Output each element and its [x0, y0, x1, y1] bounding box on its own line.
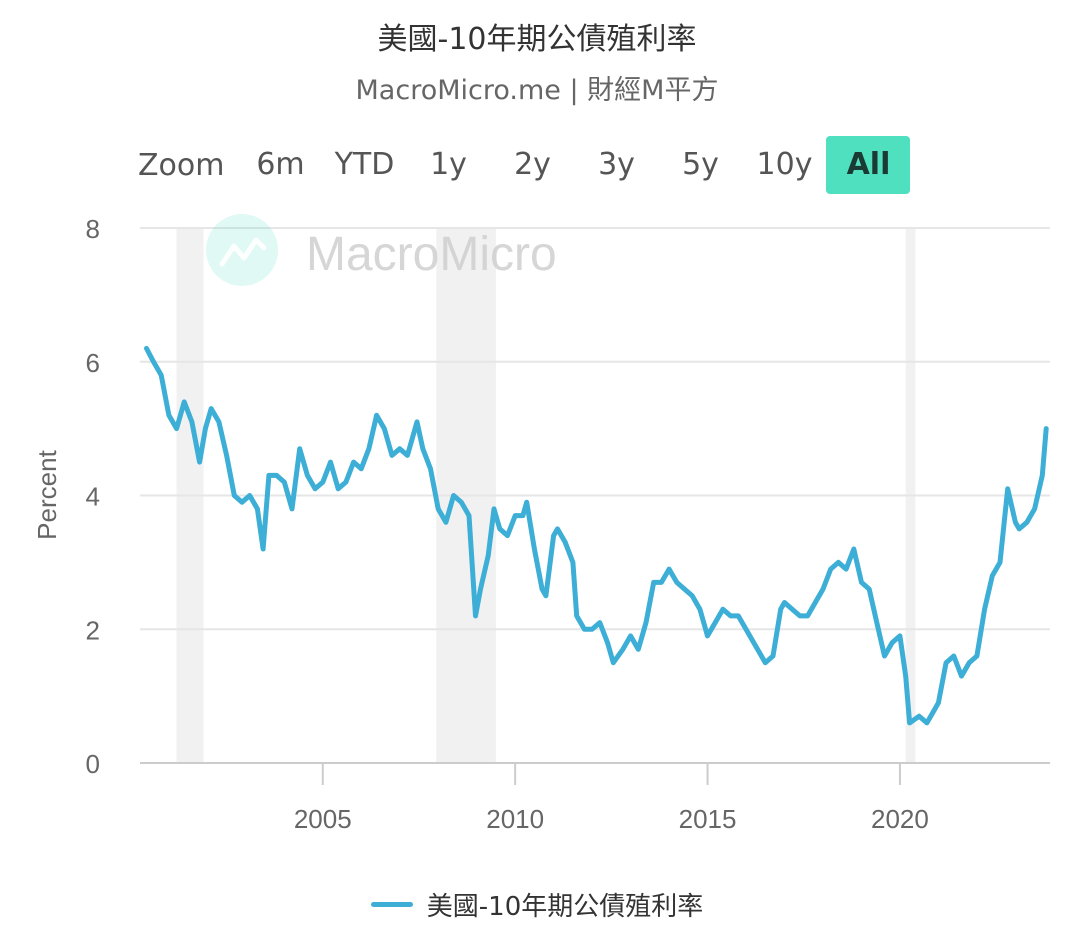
legend-label: 美國-10年期公債殖利率 — [426, 892, 704, 922]
x-tick-label: 2005 — [294, 804, 352, 834]
x-tick-label: 2010 — [486, 804, 544, 834]
legend-line-swatch — [370, 902, 413, 907]
x-tick-label: 2020 — [871, 804, 929, 834]
macromicro-logo-icon — [206, 214, 278, 286]
zoom-label: Zoom — [138, 147, 225, 183]
zoom-button-3y[interactable]: 3y — [598, 147, 635, 182]
watermark: MacroMicro — [206, 214, 557, 286]
logo-chart-glyph-icon — [219, 237, 267, 267]
zoom-button-10y[interactable]: 10y — [756, 147, 813, 182]
zoom-button-2y[interactable]: 2y — [514, 147, 551, 182]
zoom-button-all[interactable]: All — [826, 136, 911, 194]
y-tick-label: 0 — [86, 749, 100, 779]
chart-subtitle: MacroMicro.me | 財經M平方 — [355, 75, 719, 106]
series-line — [144, 345, 1049, 726]
zoom-button-6m[interactable]: 6m — [256, 147, 305, 182]
y-tick-label: 8 — [86, 214, 100, 244]
series-layer — [144, 345, 1049, 726]
y-tick-label: 4 — [86, 482, 100, 512]
zoom-button-1y[interactable]: 1y — [430, 147, 467, 182]
x-tick-label: 2015 — [679, 804, 737, 834]
zoom-button-ytd[interactable]: YTD — [334, 147, 395, 182]
y-axis-label: Percent — [32, 449, 62, 539]
watermark-text: MacroMicro — [306, 228, 557, 281]
legend-item[interactable]: 美國-10年期公債殖利率 — [0, 886, 1074, 923]
axes: 0 2 4 6 8 2005 2010 2015 2020 — [86, 214, 1050, 834]
zoom-button-5y[interactable]: 5y — [682, 147, 719, 182]
chart-title: 美國-10年期公債殖利率 — [377, 22, 697, 57]
y-tick-label: 2 — [86, 615, 100, 645]
y-tick-label: 6 — [86, 348, 100, 378]
zoom-bar: Zoom 6m YTD 1y 2y 3y 5y 10y All — [138, 136, 911, 194]
